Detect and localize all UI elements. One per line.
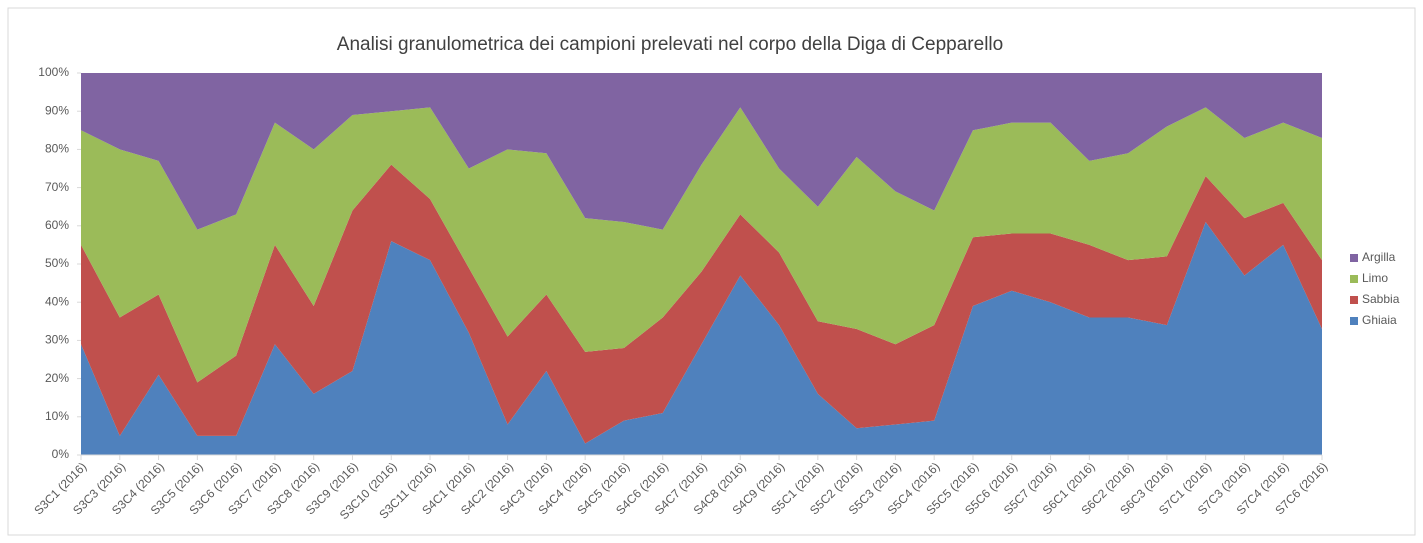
y-tick-label: 80% xyxy=(45,142,69,156)
y-tick-label: 10% xyxy=(45,409,69,423)
legend-swatch xyxy=(1350,317,1358,325)
area xyxy=(81,221,1322,455)
area xyxy=(81,164,1322,444)
y-tick-label: 40% xyxy=(45,294,69,308)
y-tick-label: 100% xyxy=(38,65,69,79)
area xyxy=(81,107,1322,383)
legend-label: Argilla xyxy=(1362,250,1396,264)
legend-swatch xyxy=(1350,296,1358,304)
chart-title: Analisi granulometrica dei campioni prel… xyxy=(337,34,1003,55)
legend-label: Ghiaia xyxy=(1362,313,1397,327)
legend-label: Sabbia xyxy=(1362,292,1400,306)
y-tick-label: 90% xyxy=(45,103,69,117)
legend-swatch xyxy=(1350,254,1358,262)
legend-label: Limo xyxy=(1362,271,1388,285)
legend-swatch xyxy=(1350,275,1358,283)
y-tick-label: 70% xyxy=(45,180,69,194)
y-tick-label: 50% xyxy=(45,256,69,270)
y-tick-label: 20% xyxy=(45,371,69,385)
y-tick-label: 60% xyxy=(45,218,69,232)
y-tick-label: 30% xyxy=(45,333,69,347)
y-tick-label: 0% xyxy=(52,447,70,461)
area xyxy=(81,73,1322,230)
